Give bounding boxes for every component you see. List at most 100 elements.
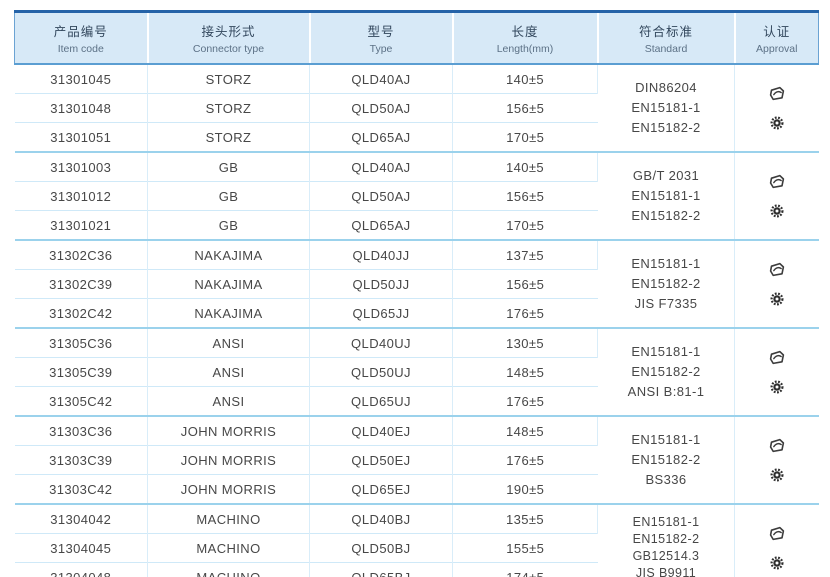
table-row: 31303C39 JOHN MORRIS QLD50EJ 176±5	[14, 445, 819, 475]
approval-cell	[735, 64, 819, 152]
length-cell: 156±5	[452, 181, 598, 211]
approval-cell	[734, 151, 819, 240]
type-cell: QLD50EJ	[309, 445, 453, 475]
type-cell: QLD50BJ	[309, 533, 453, 563]
length-cell: 155±5	[452, 533, 598, 563]
item-code-cell: 31304048	[14, 562, 148, 577]
standard-line: ANSI B:81-1	[627, 384, 705, 399]
connector-type-cell: JOHN MORRIS	[147, 474, 310, 504]
wheel-mark-icon	[770, 203, 784, 218]
item-code-cell: 31301021	[14, 210, 148, 240]
approval-cell	[734, 239, 819, 328]
item-code-cell: 31301048	[14, 93, 148, 123]
item-code-cell: 31302C36	[14, 239, 148, 270]
table-row: 31302C39 NAKAJIMA QLD50JJ 156±5	[14, 269, 819, 299]
product-table: 产品编号 Item code 接头形式 Connector type 型号 Ty…	[14, 10, 819, 577]
standard-line: GB12514.3	[632, 549, 700, 563]
type-cell: QLD65BJ	[309, 562, 453, 577]
type-cell: QLD40JJ	[309, 239, 453, 270]
connector-type-cell: GB	[147, 181, 310, 211]
certification-logo-icon	[769, 350, 784, 364]
col-header-standard-zh: 符合标准	[638, 25, 693, 39]
approval-cell	[734, 327, 819, 416]
length-cell: 148±5	[452, 415, 598, 446]
standard-line: EN15182-2	[631, 208, 701, 223]
col-header-connector-type: 接头形式 Connector type	[146, 11, 310, 65]
col-header-type: 型号 Type	[308, 11, 453, 65]
certification-logo-icon	[769, 438, 784, 452]
wheel-mark-icon	[770, 115, 784, 130]
standard-line: EN15181-1	[631, 344, 701, 359]
table-row: 31302C42 NAKAJIMA QLD65JJ 176±5	[14, 298, 819, 328]
length-cell: 135±5	[452, 503, 598, 534]
item-code-cell: 31305C36	[14, 327, 148, 358]
col-header-type-en: Type	[369, 43, 393, 55]
item-code-cell: 31305C39	[14, 357, 148, 387]
col-header-length-zh: 长度	[511, 25, 539, 39]
length-cell: 176±5	[452, 445, 598, 475]
table-row: 31301021 GB QLD65AJ 170±5	[14, 210, 819, 240]
standard-line: EN15182-2	[631, 364, 701, 379]
certification-logo-icon	[769, 262, 784, 276]
type-cell: QLD50AJ	[309, 93, 453, 123]
table-body: 31301045 STORZ QLD40AJ 140±5 DIN86204 EN15181…	[14, 64, 819, 577]
table-row: 31304042 MACHINO QLD40BJ 135±5 EN15181-1 EN15…	[14, 503, 819, 577]
length-cell: 130±5	[452, 327, 598, 358]
wheel-mark-icon	[770, 291, 784, 306]
col-header-connector-type-en: Connector type	[192, 43, 265, 55]
item-code-cell: 31302C42	[14, 298, 148, 328]
connector-type-cell: JOHN MORRIS	[147, 445, 310, 475]
item-code-cell: 31302C39	[14, 269, 148, 299]
type-cell: QLD65EJ	[309, 474, 453, 504]
item-code-cell: 31301012	[14, 181, 148, 211]
table-row: 31301048 STORZ QLD50AJ 156±5	[14, 93, 819, 123]
standard-line: EN15181-1	[631, 432, 701, 447]
standard-line: GB/T 2031	[632, 168, 700, 183]
connector-type-cell: JOHN MORRIS	[147, 415, 310, 446]
standard-cell: EN15181-1 EN15182-2 JIS F7335	[597, 239, 735, 328]
connector-type-cell: MACHINO	[147, 533, 310, 563]
connector-type-cell: GB	[147, 151, 310, 182]
standard-line: DIN86204	[635, 80, 697, 95]
length-cell: 156±5	[452, 269, 598, 299]
type-cell: QLD65AJ	[309, 122, 453, 152]
type-cell: QLD65JJ	[309, 298, 453, 328]
connector-type-cell: STORZ	[147, 93, 310, 123]
type-cell: QLD40EJ	[309, 415, 453, 446]
standard-line: EN15181-1	[632, 515, 700, 529]
length-cell: 156±5	[452, 93, 598, 123]
item-code-cell: 31304045	[14, 533, 148, 563]
standard-line: EN15181-1	[631, 256, 701, 271]
type-cell: QLD50AJ	[309, 181, 453, 211]
type-cell: QLD65UJ	[309, 386, 453, 416]
col-header-approval-en: Approval	[756, 43, 798, 55]
type-cell: QLD50JJ	[309, 269, 453, 299]
length-cell: 190±5	[452, 474, 598, 504]
length-cell: 170±5	[452, 122, 598, 152]
type-cell: QLD40AJ	[309, 151, 453, 182]
connector-type-cell: GB	[147, 210, 310, 240]
col-header-standard-en: Standard	[644, 43, 688, 55]
col-header-approval: 认证 Approval	[733, 11, 819, 65]
length-cell: 148±5	[452, 357, 598, 387]
standard-cell: DIN86204 EN15181-1 EN15182-2	[597, 64, 735, 152]
item-code-cell: 31303C39	[14, 445, 148, 475]
standard-line: EN15182-2	[631, 452, 701, 467]
standard-line: BS336	[645, 472, 687, 487]
item-code-cell: 31301045	[14, 64, 148, 94]
type-cell: QLD50UJ	[309, 357, 453, 387]
wheel-mark-icon	[770, 555, 784, 570]
standard-cell: EN15181-1 EN15182-2 GB12514.3 JIS B9911	[597, 503, 735, 577]
col-header-type-zh: 型号	[367, 25, 395, 39]
table-row: 31303C36 JOHN MORRIS QLD40EJ 148±5 EN15181-1…	[14, 415, 819, 504]
type-cell: QLD65AJ	[309, 210, 453, 240]
standard-line: EN15182-2	[632, 532, 700, 546]
standard-line: EN15181-1	[631, 188, 701, 203]
standard-cell: EN15181-1 EN15182-2 BS336	[597, 415, 735, 504]
standard-line: JIS B9911	[635, 566, 697, 577]
table-row: 31302C36 NAKAJIMA QLD40JJ 137±5 EN15181-1 EN1…	[14, 239, 819, 328]
col-header-item-code-zh: 产品编号	[53, 25, 108, 39]
length-cell: 140±5	[452, 64, 598, 94]
table-row: 31301012 GB QLD50AJ 156±5	[14, 181, 819, 211]
